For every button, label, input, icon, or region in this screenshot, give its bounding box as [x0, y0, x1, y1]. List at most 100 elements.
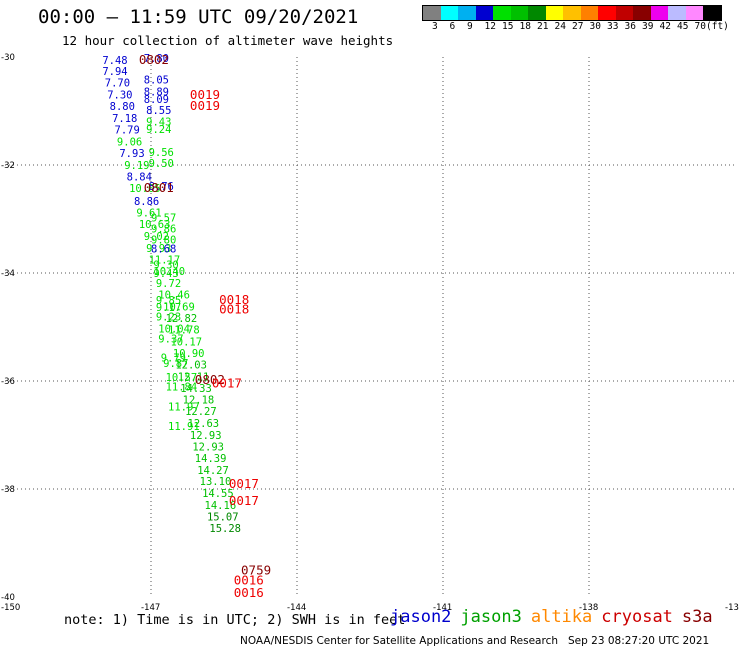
- wave-height-value: 9.56: [149, 147, 174, 159]
- colorbar-swatch: [685, 6, 703, 20]
- colorbar-tick-label: 6: [449, 21, 456, 32]
- wave-height-value: 14.16: [205, 500, 237, 512]
- wave-height-value: 12.18: [183, 395, 215, 407]
- wave-height-value: 7.94: [102, 66, 127, 78]
- colorbar-swatch: [545, 6, 563, 20]
- wave-height-value: 9.93: [146, 243, 171, 255]
- pass-time-label: 0019: [190, 87, 220, 102]
- x-tick-label: -147: [141, 603, 160, 610]
- wave-height-value: 9.50: [149, 158, 174, 170]
- wave-height-value: 12.93: [192, 442, 224, 454]
- pass-time-label: 0019: [190, 98, 220, 113]
- x-tick-label: -150: [1, 603, 20, 610]
- wave-height-value: 7.93: [119, 148, 144, 160]
- wave-height-value: 8.86: [134, 196, 159, 208]
- wave-height-value: 14.55: [202, 488, 234, 500]
- wave-height-value: 13.10: [200, 476, 232, 488]
- colorbar-swatch: [563, 6, 581, 20]
- wave-height-value: 7.79: [115, 125, 140, 137]
- wave-height-value: 11.78: [168, 324, 200, 336]
- chart-subtitle: 12 hour collection of altimeter wave hei…: [62, 33, 394, 48]
- wave-height-value: 8.09: [144, 94, 169, 106]
- wave-height-value: 10.17: [170, 336, 202, 348]
- colorbar-swatch: [440, 6, 458, 20]
- wave-height-value: 11.84: [166, 382, 198, 394]
- y-tick-label: -30: [1, 53, 15, 63]
- wave-height-value: 9.86: [151, 224, 176, 236]
- wave-height-value: 9.23: [156, 312, 181, 324]
- chart-title: 00:00 – 11:59 UTC 09/20/2021: [38, 6, 359, 28]
- map-grid: [5, 57, 735, 597]
- wave-height-value: 7.48: [102, 55, 127, 67]
- pass-time-labels: 0802001900190801001800180802001700170017…: [139, 52, 271, 600]
- wave-height-value: 9.19: [124, 160, 149, 172]
- y-tick-label: -36: [1, 377, 15, 387]
- wave-height-value: 8.80: [110, 101, 135, 113]
- wave-height-value: 10.05: [129, 183, 161, 195]
- colorbar-tick-label: 9: [467, 21, 473, 32]
- colorbar-swatch: [423, 6, 441, 20]
- wave-height-value: 9.43: [153, 268, 178, 280]
- wave-height-value: 12.63: [188, 418, 220, 430]
- y-tick-label: -40: [1, 593, 15, 603]
- pass-time-label: 0759: [241, 562, 271, 577]
- wave-height-value: 8.89: [144, 86, 169, 98]
- colorbar-tick-label: 15: [502, 21, 514, 32]
- y-tick-label: -34: [1, 269, 15, 279]
- wave-height-value: 9.72: [156, 278, 181, 290]
- colorbar-tick-label: 12: [484, 21, 496, 32]
- wave-height-value: 14.33: [180, 383, 212, 395]
- pass-time-label: 0016: [234, 573, 264, 588]
- wave-height-value: 7.70: [105, 78, 130, 90]
- colorbar-tick-label: 45: [677, 21, 689, 32]
- wave-height-value: 9.37: [158, 334, 183, 346]
- credit-footer: NOAA/NESDIS Center for Satellite Applica…: [240, 635, 710, 647]
- wave-height-value: 8.05: [144, 74, 169, 86]
- colorbar-swatch: [475, 6, 493, 20]
- colorbar-swatch: [528, 6, 546, 20]
- legend-entry-altika: altika: [530, 607, 593, 627]
- colorbar-tick-label: 21: [537, 21, 549, 32]
- wave-height-value: 10.04: [158, 323, 190, 335]
- pass-time-label: 0017: [229, 476, 259, 491]
- colorbar-tick-label: 70: [694, 21, 706, 32]
- pass-time-label: 0016: [234, 585, 264, 600]
- pass-time-label: 0801: [144, 180, 174, 195]
- wave-height-value: 11.91: [168, 421, 200, 433]
- pass-time-label: 0018: [219, 302, 249, 317]
- wave-height-value: 14.39: [195, 453, 227, 465]
- colorbar-tick-label: 18: [519, 21, 531, 32]
- wave-height-value: 9.57: [151, 213, 176, 225]
- wave-height-value: 7.18: [112, 113, 137, 125]
- wave-height-value: 9.79: [161, 353, 186, 365]
- legend-entry-cryosat: cryosat: [601, 607, 673, 627]
- wave-height-map: -150 -147 -144 -141 -138 -13 -30 -32 -34 -36 -38 -4…: [1, 52, 739, 610]
- wave-height-value: 9.80: [151, 234, 176, 246]
- wave-height-value: 10.63: [139, 219, 171, 231]
- x-tick-label: -138: [579, 603, 598, 610]
- wave-height-value: 11.17: [149, 254, 181, 266]
- wave-height-value: 7.80: [144, 53, 169, 65]
- pass-time-label: 0802: [139, 52, 169, 67]
- wave-height-value: 11.97: [168, 402, 200, 414]
- colorbar-swatch: [493, 6, 511, 20]
- wave-height-value: 10.90: [173, 348, 205, 360]
- colorbar-tick-label: 27: [572, 21, 584, 32]
- colorbar-swatch: [668, 6, 686, 20]
- colorbar-tick-label: 30: [589, 21, 601, 32]
- wave-height-value: 9.61: [136, 207, 161, 219]
- colorbar-tick-label: 33: [607, 21, 619, 32]
- wave-height-value: 9.02: [144, 231, 169, 243]
- wave-height-value: 10.40: [153, 266, 185, 278]
- colorbar-tick-label: 42: [659, 21, 671, 32]
- pass-time-label: 0017: [212, 375, 242, 390]
- wave-height-value: 10.57: [166, 372, 198, 384]
- pass-time-label: 0018: [219, 292, 249, 307]
- wave-height-value: 9.43: [146, 117, 171, 129]
- wave-height-value: 12.27: [185, 406, 217, 418]
- observations-layer: 7.487.947.707.308.807.187.799.067.939.19…: [102, 53, 241, 535]
- colorbar-swatch: [633, 6, 651, 20]
- wave-height-value: 10.69: [163, 301, 195, 313]
- footnote: note: 1) Time is in UTC; 2) SWH is in fe…: [64, 612, 406, 628]
- wave-height-colorbar: [422, 5, 722, 21]
